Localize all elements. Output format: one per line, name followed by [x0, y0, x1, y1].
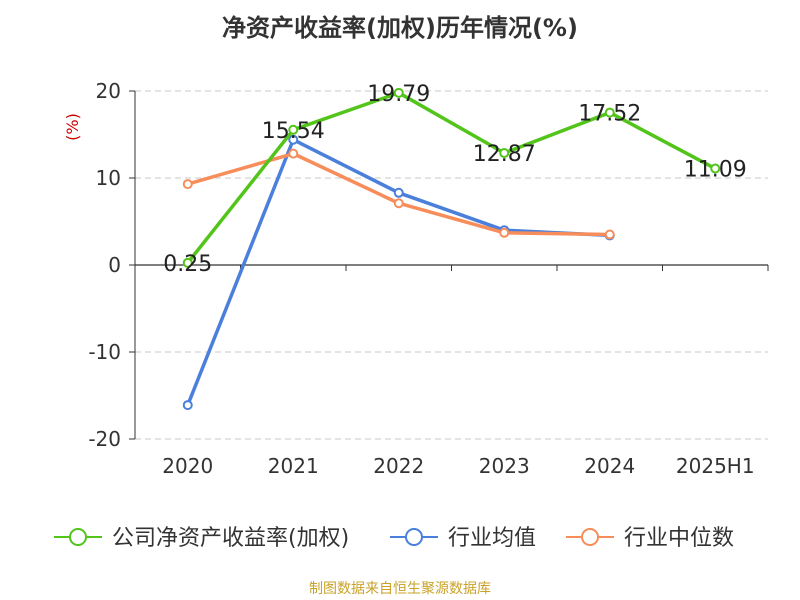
data-label: 11.09: [684, 158, 747, 183]
source-note: 制图数据来自恒生聚源数据库: [309, 581, 491, 597]
data-label: 15.54: [262, 119, 325, 144]
data-label: 19.79: [367, 82, 430, 107]
data-point: [604, 229, 615, 240]
x-tick-label: 2020: [162, 454, 213, 478]
y-tick-label: -10: [88, 340, 121, 364]
grid-layer: [135, 90, 768, 440]
legend: 公司净资产收益率(加权) 行业均值 行业中位数: [54, 526, 734, 551]
x-tick-label: 2023: [479, 454, 530, 478]
data-point: [393, 187, 404, 198]
x-tick-label: 2024: [584, 454, 635, 478]
series-line: [186, 91, 717, 264]
data-point: [288, 124, 299, 135]
legend-label: 公司净资产收益率(加权): [112, 526, 349, 551]
y-tick-label: 20: [96, 79, 121, 103]
data-label-layer: 0.25 15.54 19.79 12.87 17.52 11.09: [163, 82, 746, 277]
legend-swatch-marker: [581, 528, 599, 546]
chart-title: 净资产收益率(加权)历年情况(%): [222, 14, 578, 42]
data-point: [499, 227, 510, 238]
data-label: 12.87: [473, 142, 536, 167]
data-point: [604, 107, 615, 118]
data-point: [182, 400, 193, 411]
series-layer: [182, 87, 721, 411]
data-label: 0.25: [163, 252, 212, 277]
data-point: [710, 163, 721, 174]
axis-layer: 20 10 0 -10 -20 2020 2021 2022 2023 2024 2025H1 (%): [63, 79, 769, 478]
data-point: [393, 87, 404, 98]
data-point: [393, 198, 404, 209]
legend-label: 行业中位数: [624, 526, 734, 551]
data-point: [288, 134, 299, 145]
legend-swatch-marker: [405, 528, 423, 546]
x-tick-label: 2021: [268, 454, 319, 478]
data-point: [499, 148, 510, 159]
x-tick-label: 2022: [373, 454, 424, 478]
y-tick-label: 0: [108, 253, 121, 277]
data-point: [182, 257, 193, 268]
data-label: 17.52: [578, 102, 641, 127]
y-tick-label: 10: [96, 166, 121, 190]
y-axis-label: (%): [63, 113, 82, 141]
legend-item[interactable]: 行业中位数: [566, 526, 734, 551]
y-tick-label: -20: [88, 427, 121, 451]
x-tick-label: 2025H1: [676, 454, 755, 478]
legend-item[interactable]: 公司净资产收益率(加权): [54, 526, 349, 551]
data-point: [182, 179, 193, 190]
legend-item[interactable]: 行业均值: [390, 526, 536, 551]
legend-label: 行业均值: [448, 526, 536, 551]
series-line: [186, 137, 610, 406]
data-point: [288, 148, 299, 159]
legend-swatch-marker: [69, 528, 87, 546]
